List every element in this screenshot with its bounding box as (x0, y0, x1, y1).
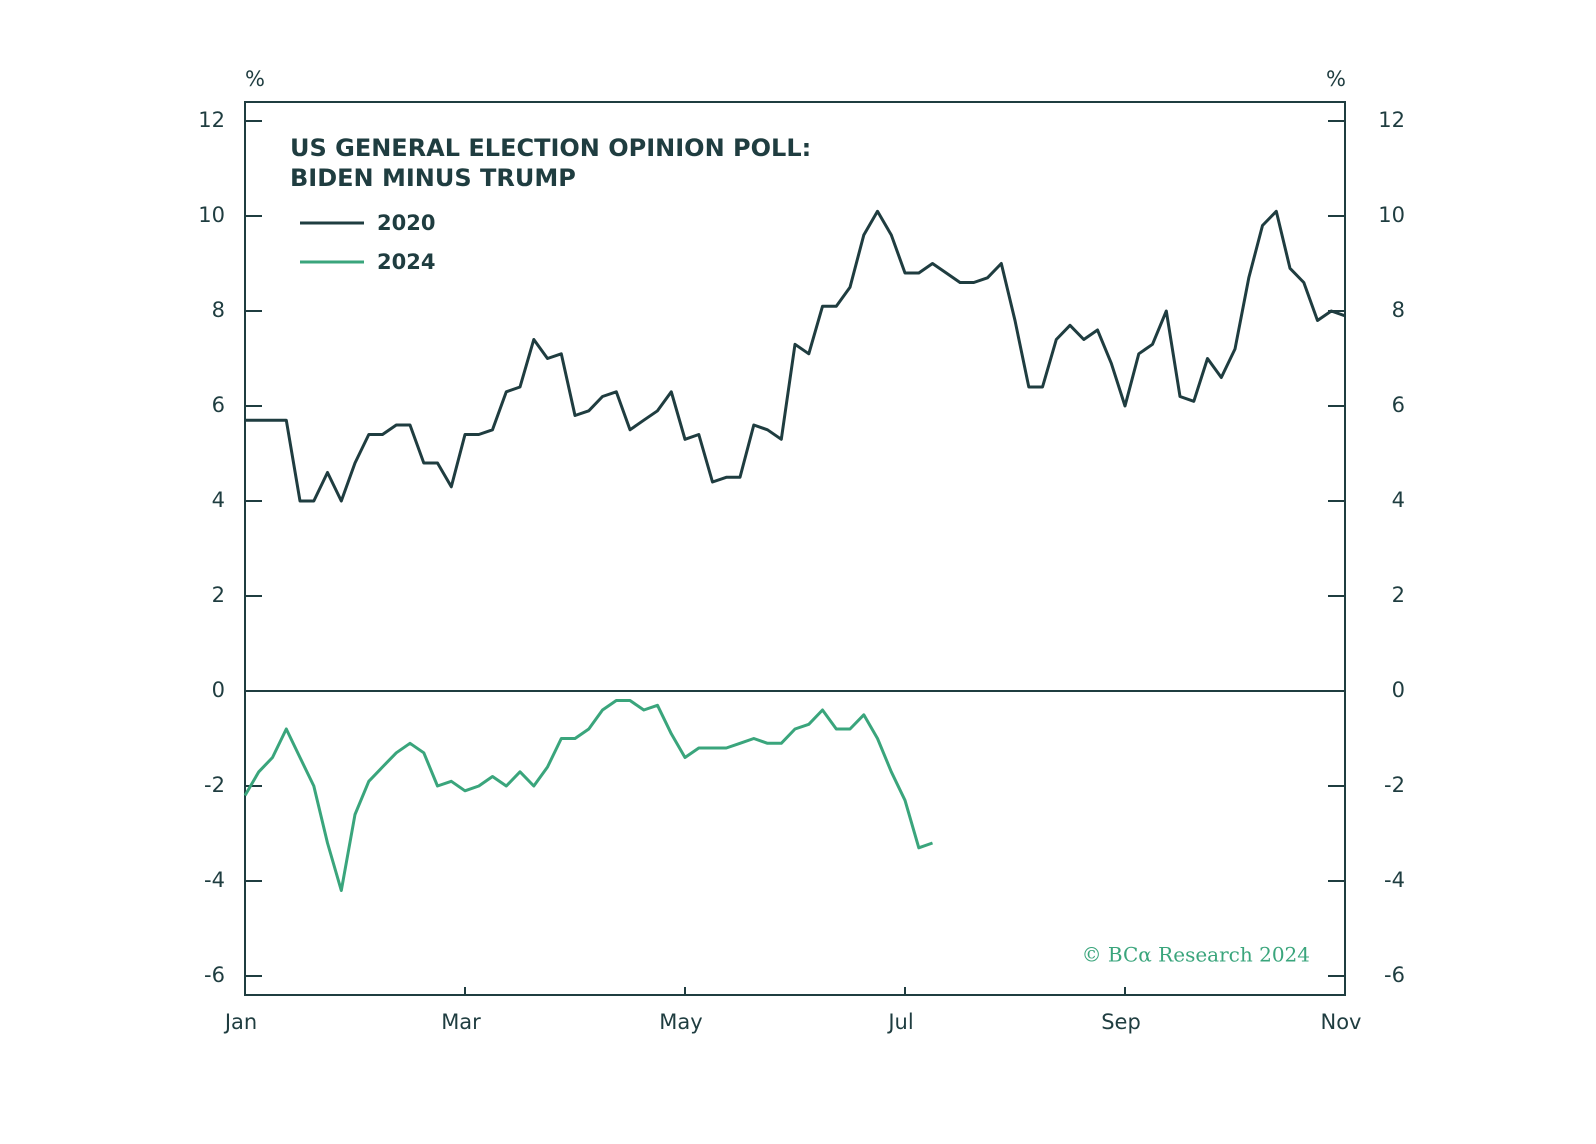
y-tick-label: 12 (198, 108, 225, 132)
y-tick-label: 0 (212, 678, 225, 702)
x-tick-label: Jan (223, 1010, 257, 1034)
y-tick-label: 6 (212, 393, 225, 417)
x-tick-label: Mar (441, 1010, 481, 1034)
y2-tick-label: 10 (1378, 203, 1405, 227)
y-tick-label: 10 (198, 203, 225, 227)
y-axis-unit: % (245, 67, 265, 91)
y2-tick-label: 6 (1392, 393, 1405, 417)
y2-tick-label: 4 (1392, 488, 1405, 512)
x-tick-label: May (659, 1010, 702, 1034)
y2-tick-label: 0 (1392, 678, 1405, 702)
source-note: © BCα Research 2024 (1082, 943, 1310, 967)
y2-tick-label: 12 (1378, 108, 1405, 132)
x-tick-label: Sep (1101, 1010, 1141, 1034)
series-line (243, 699, 933, 892)
y-tick-label: -6 (204, 963, 225, 987)
plot-frame (244, 101, 1346, 996)
legend-label: 2024 (377, 250, 435, 274)
x-tick-label: Jul (886, 1010, 913, 1034)
chart-title: BIDEN MINUS TRUMP (290, 164, 576, 192)
legend-label: 2020 (377, 211, 435, 235)
y2-tick-label: -2 (1384, 773, 1405, 797)
x-tick-label: Nov (1321, 1010, 1362, 1034)
y-tick-label: -2 (204, 773, 225, 797)
y2-tick-label: 2 (1392, 583, 1405, 607)
y-tick-label: 2 (212, 583, 225, 607)
y-tick-label: -4 (204, 868, 225, 892)
series-line (245, 209, 1346, 503)
chart-title: US GENERAL ELECTION OPINION POLL: (290, 134, 811, 162)
y2-tick-label: -6 (1384, 963, 1405, 987)
y-tick-label: 4 (212, 488, 225, 512)
y2-tick-label: 8 (1392, 298, 1405, 322)
y-tick-label: 8 (212, 298, 225, 322)
y2-axis-unit: % (1326, 67, 1346, 91)
y2-tick-label: -4 (1384, 868, 1405, 892)
